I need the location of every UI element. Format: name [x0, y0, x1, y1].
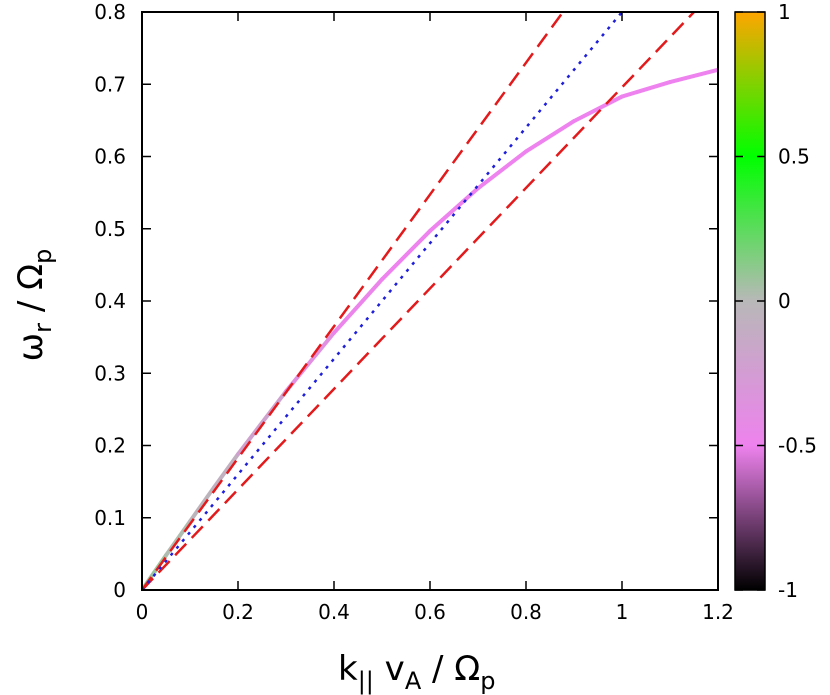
y-tick-label-4: 0.4 [94, 289, 126, 313]
plot-frame [141, 11, 719, 591]
y-axis-title: ωr / Ωp [11, 249, 57, 362]
series-0-segment-3 [212, 452, 240, 490]
y-tick-label-5: 0.5 [94, 217, 126, 241]
x-tick-label-5: 1 [616, 600, 629, 624]
series-0-segment-12 [620, 80, 672, 99]
colorbar-tick-label-2: 0 [778, 289, 791, 313]
colorbar-tick-label-1: 0.5 [778, 145, 810, 169]
y-tick-label-7: 0.7 [94, 72, 126, 96]
x-tick-label-6: 1.2 [702, 600, 734, 624]
y-tick-label-8: 0.8 [94, 0, 126, 24]
y-axis-title-text: ωr / Ωp [11, 249, 57, 362]
colorbar-tick-label-4: -1 [778, 578, 798, 602]
axis-ticks [141, 11, 719, 591]
series-0-segment-2 [188, 485, 216, 524]
x-axis-title: k|| vA / Ωp [338, 649, 496, 695]
series-0-segment-13 [668, 67, 718, 85]
colorbar-tick-label-3: -0.5 [778, 434, 817, 458]
series-3-dotted-line [142, 12, 623, 590]
y-tick-label-3: 0.3 [94, 361, 126, 385]
x-axis-title-text: k|| vA / Ωp [338, 649, 496, 695]
x-tick-label-0: 0 [136, 600, 149, 624]
tick-labels: 0 0.2 0.4 0.6 0.8 1 1.2 0 0.1 0.2 0.3 0.4 0.5 0.6 0.7 0… [94, 0, 734, 624]
series-0-segment-9 [476, 149, 528, 191]
series-1-dashed-line [142, 12, 564, 590]
series-0-segment-11 [572, 94, 624, 124]
x-tick-label-2: 0.4 [318, 600, 350, 624]
x-tick-label-4: 0.8 [510, 600, 542, 624]
plot-curves [142, 12, 718, 590]
series-0-segment-7 [380, 228, 432, 282]
series-0-segment-4 [236, 389, 288, 457]
y-tick-label-0: 0 [113, 578, 126, 602]
series-0-segment-5 [284, 330, 336, 394]
colorbar-ticks: 1 0.5 0 -0.5 -1 [735, 0, 817, 602]
x-tick-label-1: 0.2 [222, 600, 254, 624]
series-0-segment-6 [332, 277, 384, 335]
x-tick-label-3: 0.6 [414, 600, 446, 624]
y-tick-label-6: 0.6 [94, 145, 126, 169]
series-0-segment-10 [524, 119, 576, 154]
y-tick-label-1: 0.1 [94, 506, 126, 530]
series-2-dashed-line [142, 12, 695, 590]
y-tick-label-2: 0.2 [94, 434, 126, 458]
colorbar-tick-label-0: 1 [778, 0, 791, 24]
